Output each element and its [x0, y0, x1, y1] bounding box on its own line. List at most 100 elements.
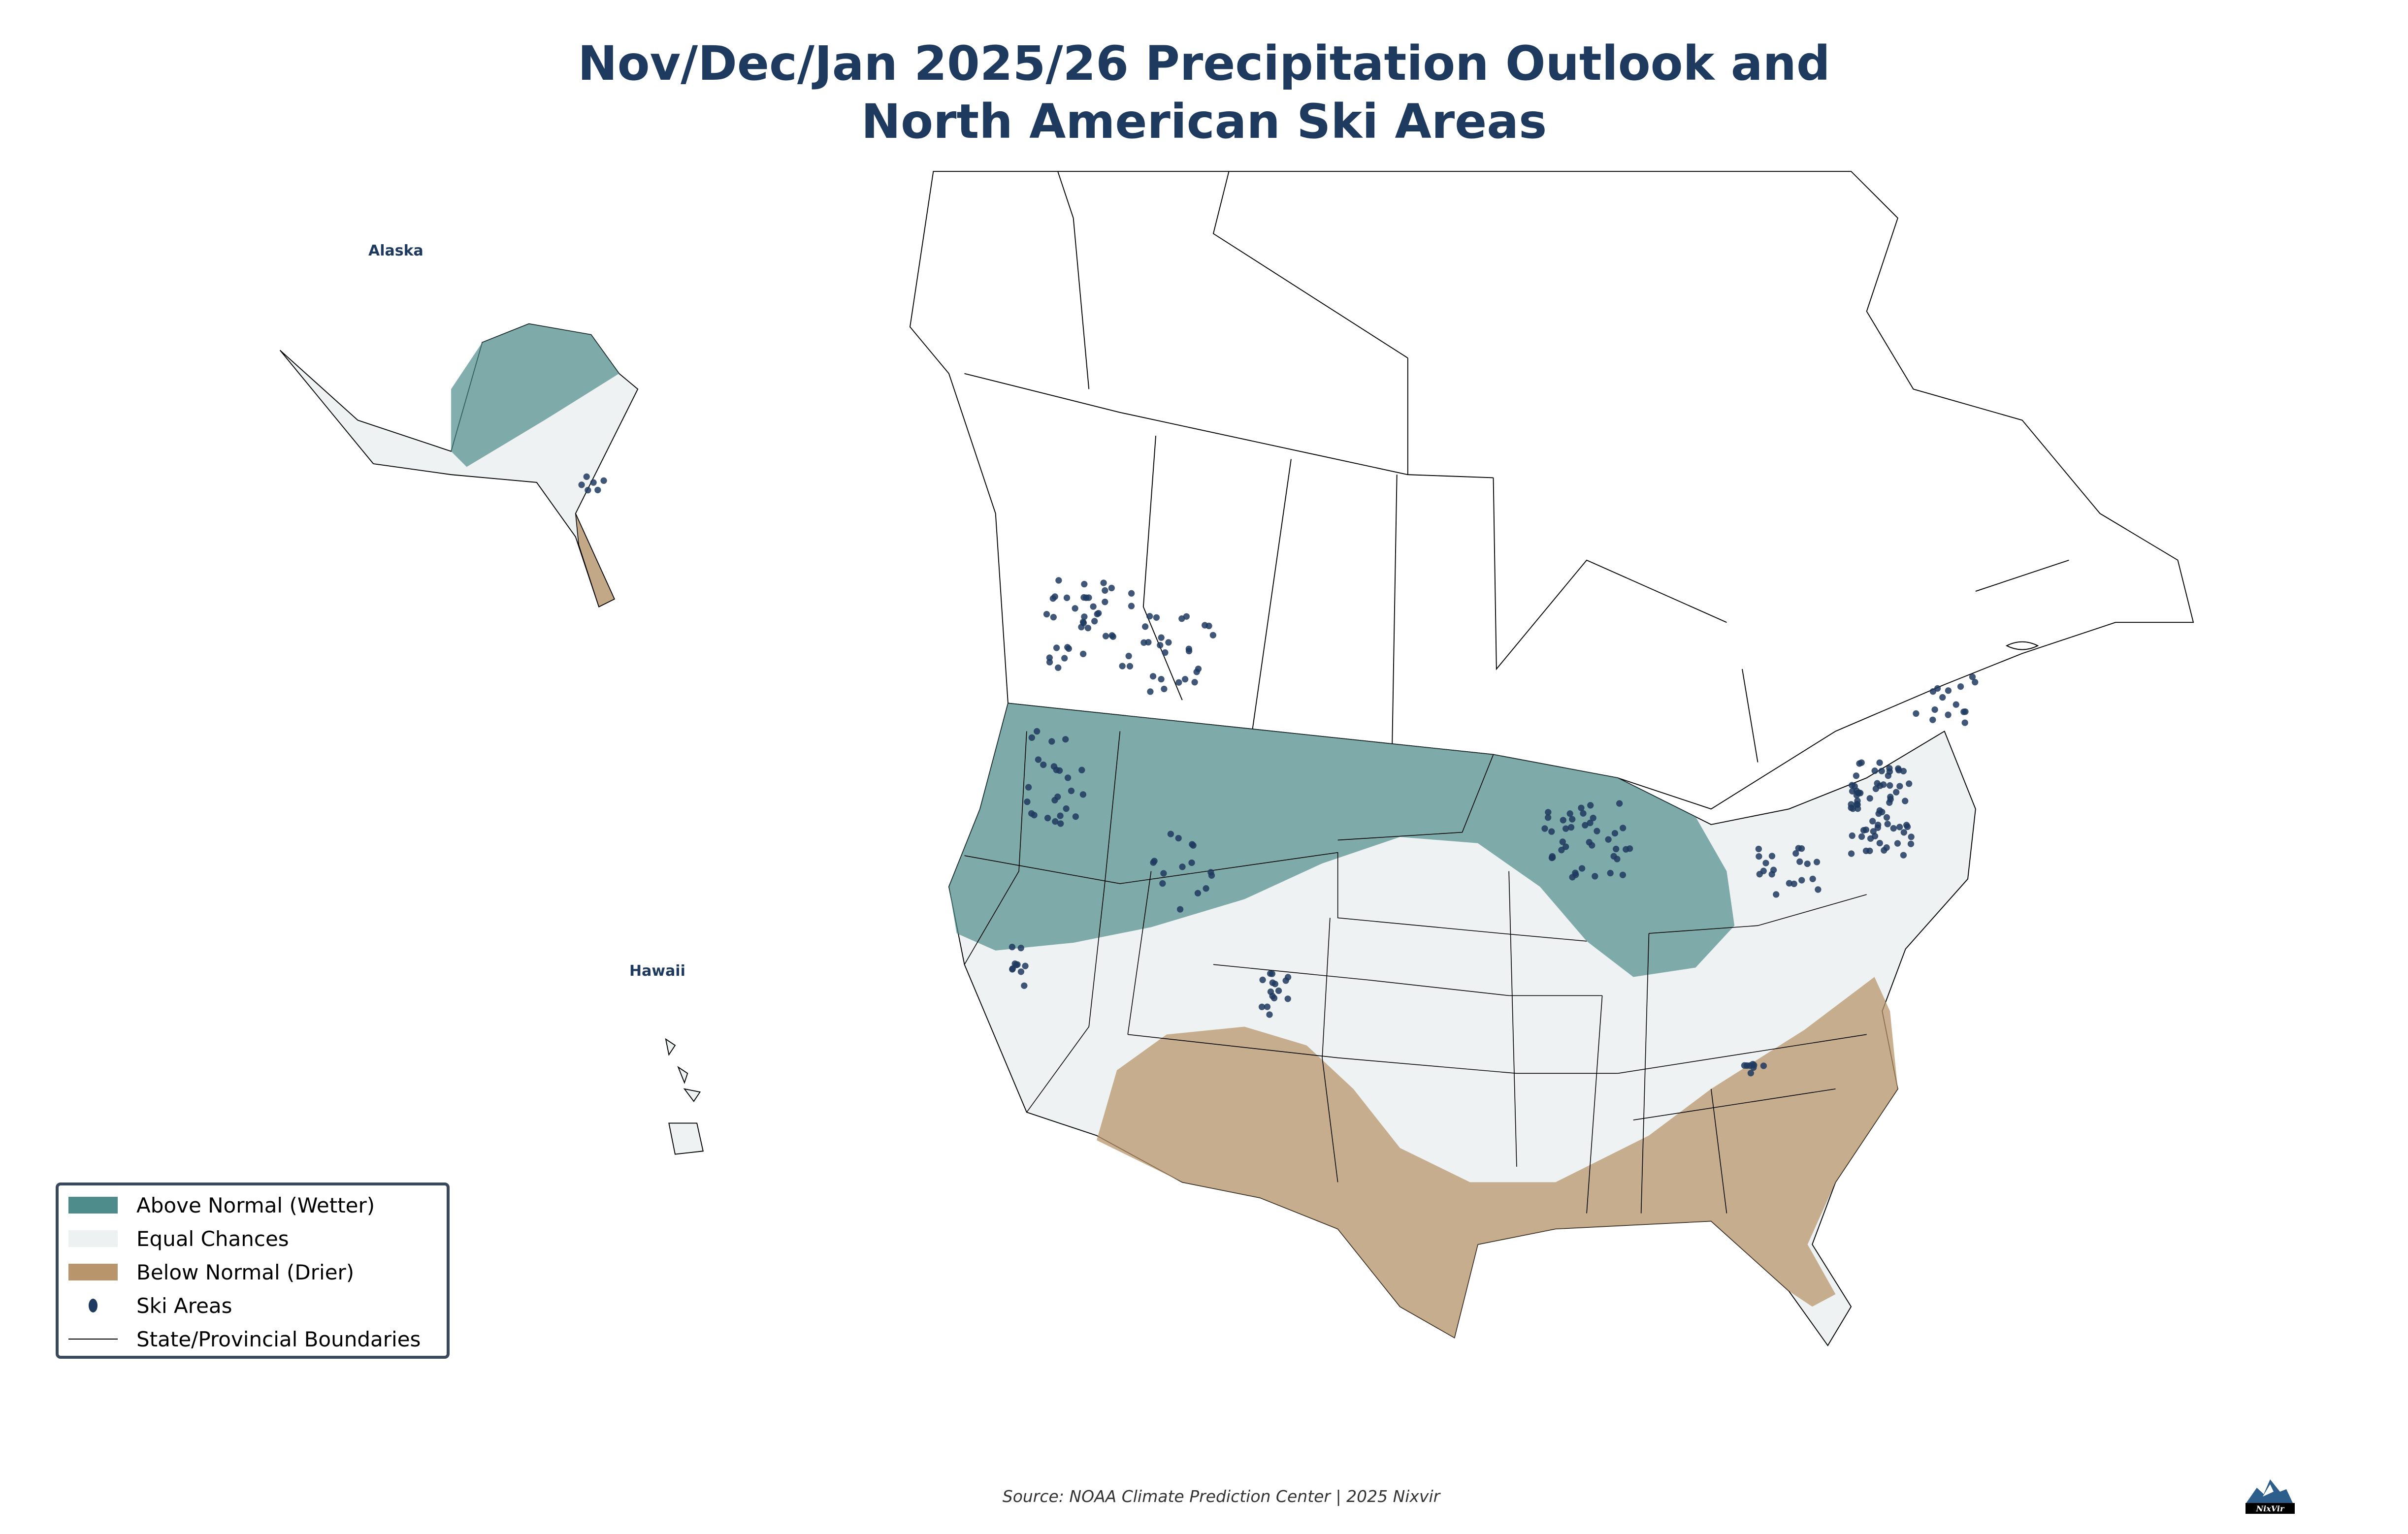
ski-area-dot	[1545, 814, 1552, 821]
source-text: Source: NOAA Climate Prediction Center |…	[1002, 1487, 1440, 1506]
ski-area-dot	[1040, 761, 1047, 768]
ski-area-dot	[1119, 663, 1126, 670]
ski-area-dot	[1862, 826, 1870, 833]
ski-area-dot	[1620, 825, 1627, 831]
ski-area-dot	[1939, 694, 1946, 701]
ski-area-dot	[1893, 789, 1900, 796]
ski-area-dot	[1878, 767, 1885, 774]
ski-area-dot	[1259, 976, 1266, 984]
ski-area-dot	[1064, 644, 1071, 651]
alaska-label: Alaska	[368, 242, 423, 259]
ski-area-dot	[1957, 683, 1964, 690]
ski-area-dot	[1160, 870, 1167, 877]
ski-area-dot	[1875, 810, 1882, 817]
ski-area-dot	[594, 486, 601, 493]
ski-area-dot	[1605, 836, 1612, 843]
ski-area-dot	[1126, 663, 1134, 670]
ski-area-dot	[1786, 880, 1793, 887]
ski-area-dot	[1195, 665, 1202, 672]
ski-area-dot	[1062, 736, 1069, 743]
ski-area-dot	[1147, 688, 1154, 695]
ski-area-dot	[1887, 796, 1894, 803]
ski-area-dot	[1904, 823, 1911, 831]
ski-area-dot	[1880, 781, 1887, 788]
ski-area-dot	[1756, 853, 1762, 860]
ski-area-dot	[1128, 590, 1135, 597]
ski-area-dot	[1270, 994, 1278, 1002]
ski-area-dot	[1194, 890, 1202, 896]
ski-area-dot	[1057, 820, 1064, 827]
ski-area-dot	[1182, 676, 1189, 683]
ski-area-dot	[1945, 711, 1952, 718]
ski-area-dot	[1108, 632, 1115, 639]
ski-area-dot	[1586, 839, 1593, 846]
ski-area-dot	[1559, 838, 1566, 845]
ski-area-dot	[1264, 1003, 1271, 1010]
ski-area-dot	[1175, 679, 1182, 686]
ski-area-dot	[1792, 850, 1799, 857]
ski-area-dot	[1167, 831, 1174, 837]
ski-area-dot	[1862, 847, 1870, 854]
us-outlook	[948, 703, 1976, 1346]
title-line-2: North American Ski Areas	[861, 94, 1547, 149]
ski-area-dot	[1883, 814, 1890, 821]
ski-area-dot	[1191, 679, 1198, 686]
ski-area-dot	[1871, 767, 1878, 774]
ski-area-dot	[1874, 824, 1881, 831]
ski-area-dot	[1858, 833, 1865, 840]
ski-area-dot	[1057, 812, 1064, 819]
ski-area-dot	[1876, 759, 1883, 766]
map-title: Nov/Dec/Jan 2025/26 Precipitation Outloo…	[0, 34, 2408, 151]
ski-area-dot	[1881, 847, 1887, 854]
ski-area-dot	[1850, 805, 1856, 812]
ski-area-dot	[1079, 618, 1087, 626]
ski-area-dot	[1849, 832, 1855, 839]
ski-area-dot	[1607, 869, 1614, 877]
ski-area-dot	[1770, 866, 1777, 873]
ski-area-dot	[1560, 817, 1566, 824]
above-swatch	[68, 1197, 118, 1214]
ski-area-dot	[1158, 634, 1165, 641]
ski-area-dot	[1848, 850, 1855, 857]
ski-area-dot	[1034, 728, 1041, 735]
ski-area-dot	[1626, 845, 1633, 852]
ski-area-dot	[1884, 821, 1891, 828]
ski-area-dot	[1619, 871, 1627, 878]
ski-area-dot	[1258, 1003, 1266, 1010]
ski-area-dot	[1050, 614, 1057, 621]
ski-area-dot	[1856, 760, 1863, 767]
ski-area-dot	[1896, 824, 1903, 831]
ski-area-dot	[1945, 687, 1952, 694]
ski-area-dot	[1091, 618, 1098, 625]
legend-label: State/Provincial Boundaries	[136, 1327, 421, 1351]
ski-area-dot	[1011, 960, 1018, 967]
ski-area-dot	[1150, 859, 1157, 866]
ski-area-dot	[1874, 780, 1881, 787]
ski-area-dot	[1051, 593, 1058, 600]
ski-area-dot	[1804, 860, 1811, 867]
ski-area-dot	[1890, 825, 1897, 832]
ski-area-dot	[1741, 1062, 1748, 1069]
ski-area-dot	[1275, 987, 1282, 994]
ski-area-dot	[1768, 853, 1776, 860]
ski-area-dot	[1854, 800, 1860, 807]
ski-area-dot	[1269, 979, 1276, 986]
ski-area-dot	[1885, 772, 1892, 779]
legend-label: Ski Areas	[136, 1293, 232, 1318]
ski-area-dot	[1145, 639, 1152, 646]
boundary-line-icon	[68, 1339, 118, 1340]
ski-area-dot	[1900, 829, 1907, 836]
ski-area-dot	[1907, 840, 1915, 847]
ski-area-dot	[1587, 802, 1594, 809]
ski-area-dot	[1028, 734, 1035, 741]
ski-area-dot	[1108, 584, 1115, 592]
ski-area-dot	[1900, 767, 1907, 774]
ski-area-dot	[1853, 772, 1860, 779]
ski-area-dot	[1162, 649, 1169, 656]
ski-area-dot	[590, 479, 597, 486]
ski-area-dot	[1809, 875, 1816, 882]
ski-area-dot	[1541, 825, 1548, 832]
ski-area-dot	[1796, 858, 1803, 865]
ski-area-dot	[1021, 982, 1028, 989]
